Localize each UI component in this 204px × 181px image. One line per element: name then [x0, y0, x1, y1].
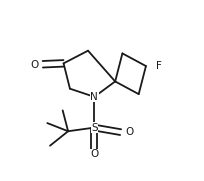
Text: F: F: [155, 60, 161, 71]
Text: O: O: [30, 60, 39, 70]
Text: N: N: [90, 92, 98, 102]
Text: O: O: [90, 149, 98, 159]
Text: O: O: [125, 127, 133, 138]
Text: S: S: [91, 123, 97, 133]
